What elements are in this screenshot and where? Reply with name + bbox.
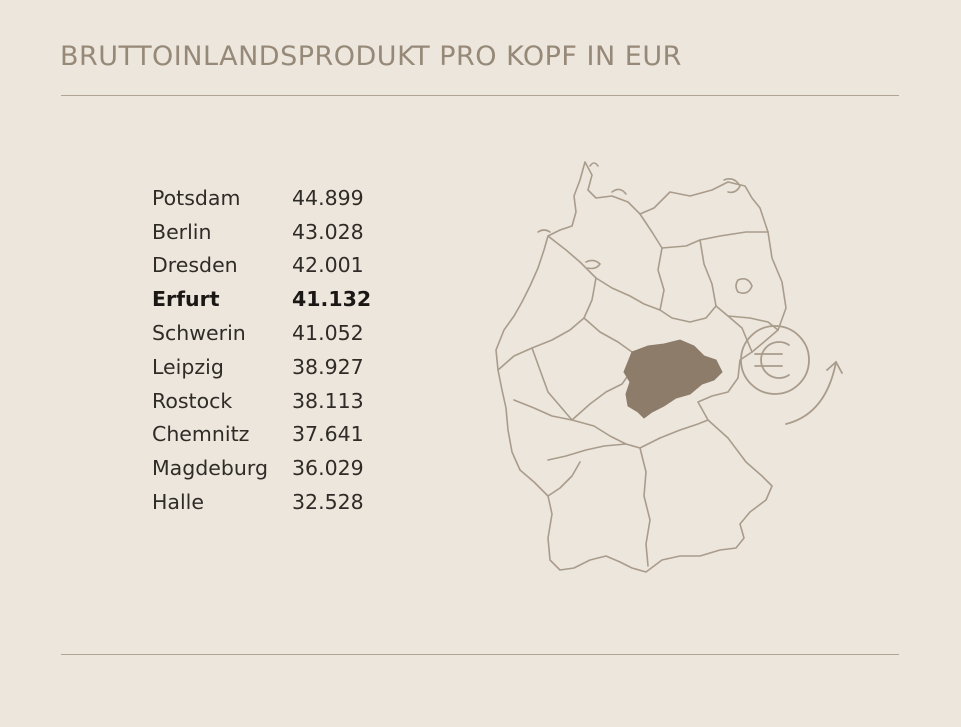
table-row-highlighted: Erfurt 41.132	[152, 282, 382, 316]
city-name: Erfurt	[152, 287, 220, 312]
city-value: 44.899	[292, 185, 364, 210]
city-name: Leipzig	[152, 354, 224, 379]
city-value: 41.052	[292, 321, 364, 346]
table-row: Halle 32.528	[152, 485, 382, 519]
city-name: Chemnitz	[152, 422, 250, 447]
table-row: Dresden 42.001	[152, 249, 382, 283]
city-name: Potsdam	[152, 185, 241, 210]
germany-outline	[495, 161, 787, 573]
table-row: Magdeburg 36.029	[152, 451, 382, 485]
city-value: 43.028	[292, 219, 364, 244]
city-name: Halle	[152, 490, 204, 515]
euro-cycle-icon	[740, 325, 843, 425]
page-title: BRUTTOINLANDSPRODUKT PRO KOPF IN EUR	[60, 41, 682, 72]
city-value: 36.029	[292, 456, 364, 481]
city-value: 32.528	[292, 490, 364, 515]
city-name: Magdeburg	[152, 456, 268, 481]
table-row: Leipzig 38.927	[152, 350, 382, 384]
thuringia-region	[623, 339, 723, 419]
city-value: 38.927	[292, 354, 364, 379]
table-row: Berlin 43.028	[152, 215, 382, 249]
city-value: 38.113	[292, 388, 364, 413]
city-value: 42.001	[292, 253, 364, 278]
city-name: Berlin	[152, 219, 212, 244]
city-value: 37.641	[292, 422, 364, 447]
germany-map	[495, 161, 843, 573]
city-name: Dresden	[152, 253, 238, 278]
top-divider	[61, 95, 899, 96]
city-name: Schwerin	[152, 321, 246, 346]
city-value: 41.132	[292, 287, 372, 312]
table-row: Potsdam 44.899	[152, 181, 382, 215]
table-row: Chemnitz 37.641	[152, 418, 382, 452]
table-row: Schwerin 41.052	[152, 316, 382, 350]
bottom-divider	[61, 654, 899, 655]
city-name: Rostock	[152, 388, 233, 413]
city-gdp-table: Potsdam 44.899 Berlin 43.028 Dresden 42.…	[152, 181, 382, 519]
table-row: Rostock 38.113	[152, 384, 382, 418]
